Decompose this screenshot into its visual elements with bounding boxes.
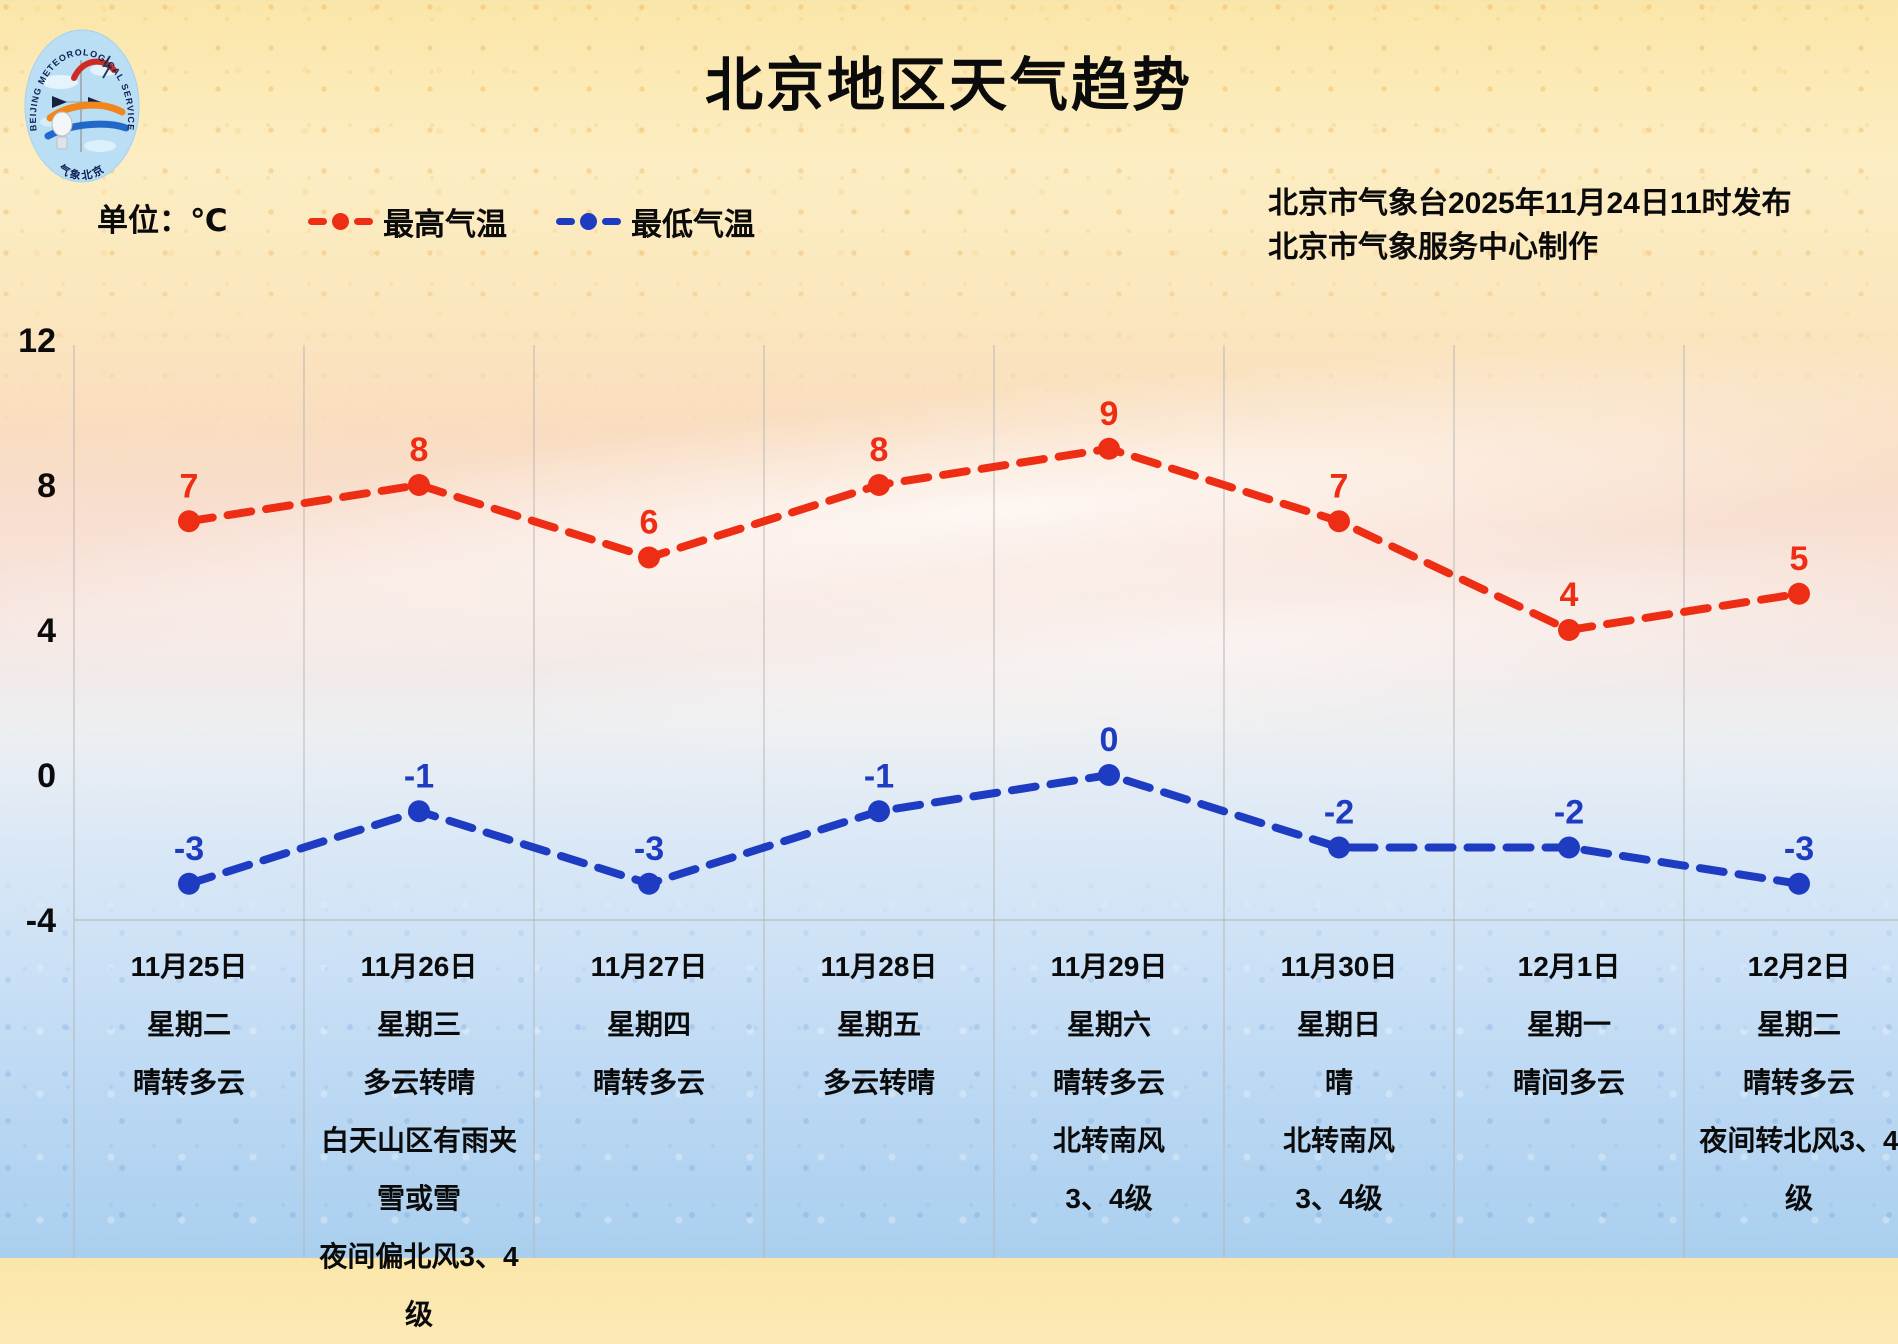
value-label: -2 [1324,794,1354,832]
value-label: -1 [864,757,894,795]
weekday-label: 星期四 [606,1009,691,1040]
y-axis-tick: 8 [37,467,56,505]
day-column: 11月27日 星期四晴转多云 [534,938,764,1112]
weekday-label: 星期六 [1066,1009,1151,1040]
y-axis-tick: 12 [18,322,56,360]
legend-item-low-temp: 最低气温 [556,198,755,244]
wind-vane-arrow-icon [52,96,67,108]
data-point [1558,836,1580,859]
unit-label: 单位：℃ [97,203,228,238]
low-temp-line-sample-icon [556,212,621,230]
weather-label: 晴转多云 [592,1067,705,1098]
y-axis-tick: 4 [37,612,56,650]
issued-line-1: 北京市气象台2025年11月24日11时发布 [1268,187,1792,220]
series-line-high [185,444,1803,634]
date-label: 11月26日 [360,951,478,982]
y-axis-tick: -4 [26,902,56,940]
weather-label: 白天山区有雨夹雪或雪 [320,1125,517,1214]
value-label: 9 [1100,395,1119,433]
value-label: 7 [1330,467,1349,505]
date-label: 12月1日 [1517,951,1621,982]
value-label: -2 [1554,794,1584,832]
data-point [178,510,200,533]
date-label: 11月25日 [130,951,248,982]
y-axis-tick: 0 [37,757,56,795]
red-ribbon-icon [71,58,117,81]
data-point [868,800,890,823]
day-column: 11月25日 星期二晴转多云 [74,938,304,1112]
value-label: -1 [404,757,434,795]
day-column: 12月1日星期一晴间多云 [1454,938,1684,1112]
weather-label: 晴转多云 [1742,1067,1855,1098]
value-label: 5 [1790,540,1809,578]
value-label: 7 [180,467,199,505]
date-label: 11月30日 [1280,951,1398,982]
data-point [1788,582,1810,605]
weather-label: 北转南风 [1282,1125,1395,1156]
data-point [638,872,660,895]
legend: 单位：℃ 最高气温 最低气温 [0,198,1898,244]
weather-label: 多云转晴 [822,1067,935,1098]
date-label: 11月28日 [820,951,938,982]
day-column: 11月26日 星期三多云转晴白天山区有雨夹雪或雪 夜间偏北风3、4级 [304,938,534,1344]
legend-item-high-temp: 最高气温 [308,198,507,244]
data-point [1328,510,1350,533]
data-point [1788,872,1810,895]
weekday-label: 星期一 [1526,1009,1611,1040]
date-label: 11月27日 [590,951,708,982]
value-label: 8 [870,431,889,469]
weather-label: 北转南风 [1052,1125,1165,1156]
trend-chart: 12 8 4 0 -4 7 8 6 8 9 7 4 5 -3 -1 -3 -1 0 -2 -2 -3 [18,322,1898,1258]
weather-label: 多云转晴 [362,1067,475,1098]
weather-label: 晴间多云 [1512,1067,1625,1098]
data-point [1098,764,1120,786]
weekday-label: 星期二 [1756,1009,1841,1040]
value-label: 4 [1560,576,1579,614]
high-temp-line-sample-icon [308,212,373,230]
weather-label: 晴转多云 [132,1067,245,1098]
weather-label: 3、4级 [1295,1183,1383,1214]
value-label: -3 [634,830,664,868]
day-columns: 11月25日 星期二 晴转多云 11月26日 星期三 多云转晴 白天山区有雨夹雪或雪 夜间偏北… [0,938,1898,1330]
date-label: 11月29日 [1050,951,1168,982]
date-label: 12月2日 [1747,951,1851,982]
weekday-label: 星期日 [1296,1009,1381,1040]
weather-label: 夜间偏北风3、4级 [319,1241,519,1330]
series-line-low [185,771,1803,888]
data-point [178,872,200,895]
radiosonde-icon [51,111,73,137]
value-label: -3 [1784,830,1814,868]
value-label: -3 [174,830,204,868]
data-point [1098,437,1120,460]
day-column: 11月29日 星期六晴转多云北转南风 3、4级 [994,938,1224,1228]
data-point [1558,619,1580,641]
page-title: 北京地区天气趋势 [704,53,1193,118]
legend-label-low-temp: 最低气温 [631,206,755,242]
data-point [1328,836,1350,859]
issued-info: 北京市气象台2025年11月24日11时发布 北京市气象服务中心制作 [1268,182,1792,270]
day-column: 11月30日 星期日晴北转南风 3、4级 [1224,938,1454,1228]
weather-label: 晴转多云 [1052,1067,1165,1098]
data-point [408,474,430,496]
weekday-label: 星期二 [146,1009,231,1040]
lightning-icon [102,55,112,79]
data-point [408,800,430,823]
value-label: 8 [410,431,429,469]
data-point [868,474,890,496]
weekday-label: 星期五 [836,1009,921,1040]
issued-line-2: 北京市气象服务中心制作 [1268,231,1598,264]
day-column: 12月2日星期二晴转多云夜间转北风3、4级 [1684,938,1898,1228]
weather-label: 夜间转北风3、4级 [1699,1125,1898,1214]
bms-logo: BEIJING METEOROLOGICAL SERVICE 气象北京 [24,29,140,183]
weekday-label: 星期三 [376,1009,461,1040]
weather-label: 晴 [1324,1067,1353,1098]
value-label: 0 [1100,721,1119,759]
legend-label-high-temp: 最高气温 [383,206,507,242]
data-point [638,546,660,569]
day-column: 11月28日 星期五多云转晴 [764,938,994,1112]
weather-label: 3、4级 [1065,1183,1153,1214]
value-label: 6 [640,504,659,542]
